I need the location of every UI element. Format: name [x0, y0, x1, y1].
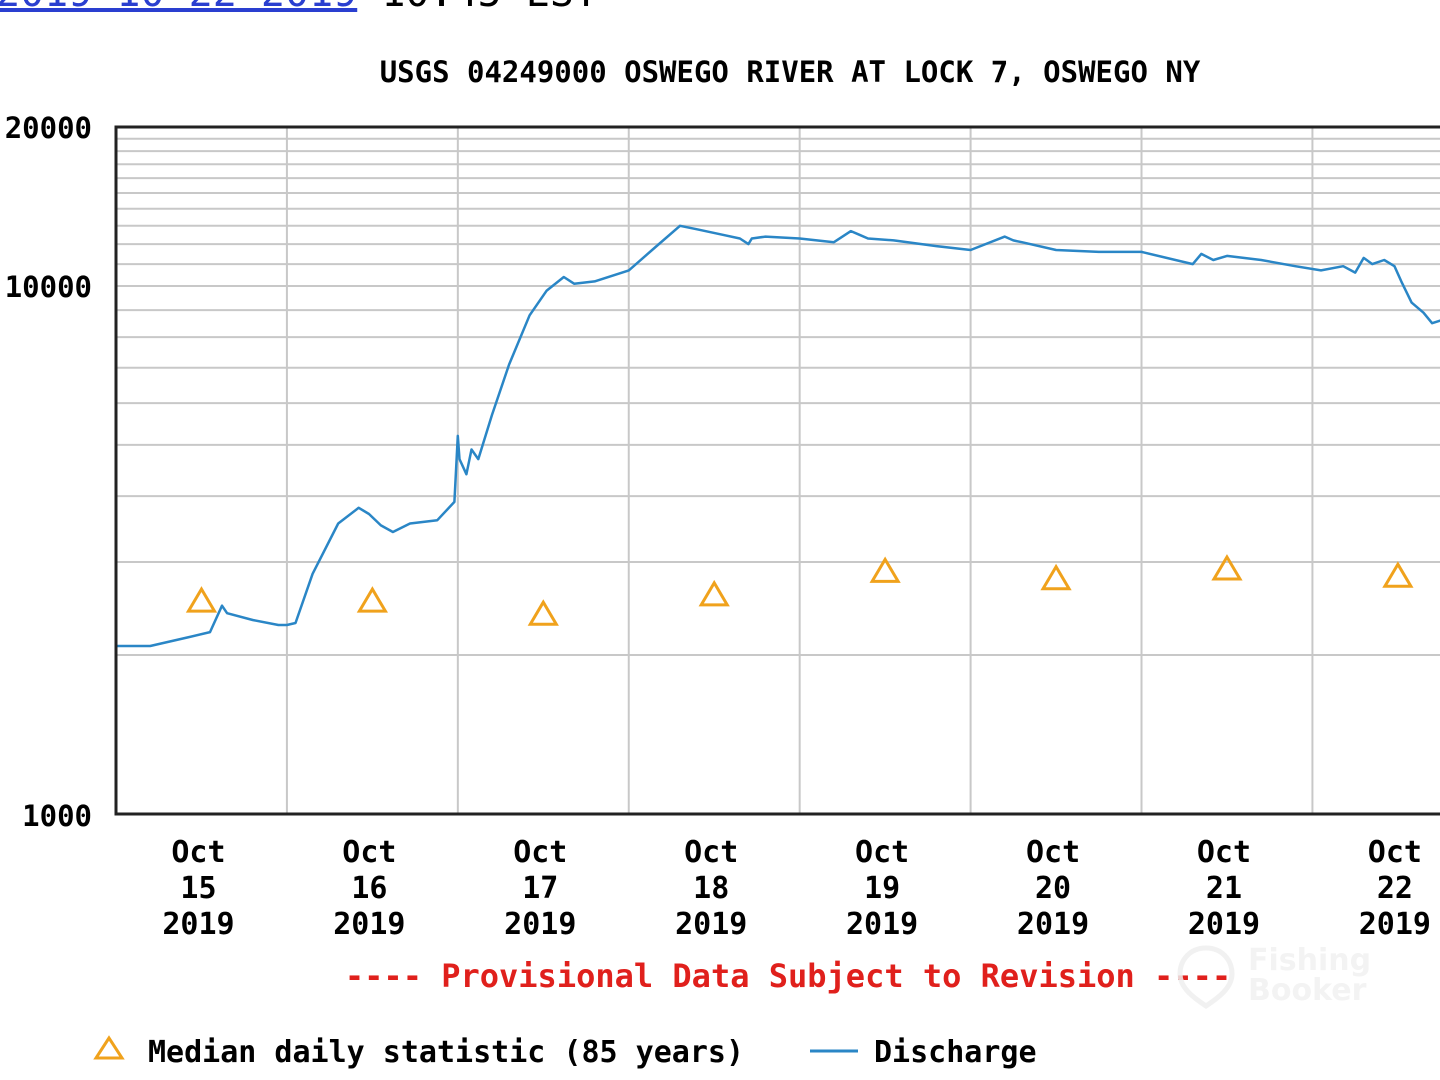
- y-tick-label: 1000: [22, 799, 92, 833]
- date-link[interactable]: 2019-10-22 2019: [0, 0, 357, 16]
- provisional-notice: ---- Provisional Data Subject to Revisio…: [345, 957, 1231, 995]
- median-point: [527, 599, 559, 626]
- grid-lines: [116, 126, 1440, 814]
- x-tick-label: 2019: [1359, 907, 1431, 942]
- time-text: 10:45 EST: [381, 0, 598, 16]
- median-point: [1382, 561, 1414, 588]
- x-tick-label: 2019: [846, 907, 918, 942]
- watermark-logo-icon: [1177, 945, 1235, 1010]
- x-tick-label: 20: [1035, 871, 1071, 906]
- x-tick-label: 22: [1377, 871, 1413, 906]
- x-tick-label: 2019: [675, 907, 747, 942]
- x-tick-label: Oct: [855, 835, 909, 870]
- x-tick-label: 19: [864, 871, 900, 906]
- x-tick-label: 16: [351, 871, 387, 906]
- x-tick-label: Oct: [1026, 835, 1080, 870]
- median-point: [869, 556, 901, 583]
- x-tick-label: Oct: [513, 835, 567, 870]
- x-tick-label: Oct: [1197, 835, 1251, 870]
- legend: Median daily statistic (85 years) Discha…: [93, 1035, 1037, 1070]
- median-point: [1040, 563, 1072, 591]
- median-point: [185, 586, 218, 613]
- discharge-line: [116, 224, 1440, 648]
- x-tick-label: 2019: [1188, 907, 1260, 942]
- chart-title: USGS 04249000 OSWEGO RIVER AT LOCK 7, OS…: [380, 55, 1201, 89]
- x-tick-label: Oct: [1368, 835, 1422, 870]
- x-tick-label: 2019: [162, 907, 234, 942]
- legend-discharge-label: Discharge: [874, 1035, 1037, 1070]
- x-tick-label: Oct: [171, 835, 225, 870]
- y-tick-label: 20000: [5, 111, 92, 145]
- legend-median-triangle-icon: [93, 1035, 125, 1060]
- x-tick-labels: Oct152019Oct162019Oct172019Oct182019Oct1…: [162, 835, 1431, 942]
- watermark-line2: Booker: [1248, 973, 1367, 1008]
- x-tick-label: 21: [1206, 871, 1242, 906]
- x-tick-label: 2019: [504, 907, 576, 942]
- median-point: [698, 579, 730, 607]
- x-tick-label: Oct: [684, 835, 738, 870]
- y-tick-labels: 20000 10000 1000: [5, 111, 92, 833]
- x-tick-label: Oct: [342, 835, 396, 870]
- x-tick-label: 18: [693, 871, 729, 906]
- x-tick-label: 17: [522, 871, 558, 906]
- watermark-line1: Fishing: [1248, 943, 1372, 978]
- x-tick-label: 2019: [333, 907, 405, 942]
- x-tick-label: 15: [180, 871, 216, 906]
- y-tick-label: 10000: [5, 270, 92, 304]
- fishingbooker-watermark: Fishing Booker: [1176, 944, 1396, 1014]
- median-point: [356, 586, 389, 613]
- x-tick-label: 2019: [1017, 907, 1089, 942]
- header-date-line: 2019-10-22 2019 10:45 EST: [0, 0, 598, 16]
- legend-median-label: Median daily statistic (85 years): [148, 1035, 744, 1070]
- plot-series: [116, 224, 1440, 648]
- median-point: [1211, 554, 1243, 581]
- plot-frame: [114, 125, 1440, 816]
